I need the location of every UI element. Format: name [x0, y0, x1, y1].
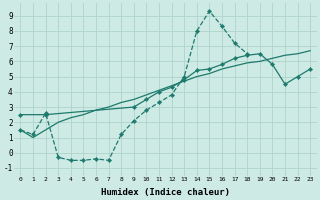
X-axis label: Humidex (Indice chaleur): Humidex (Indice chaleur) [101, 188, 230, 197]
